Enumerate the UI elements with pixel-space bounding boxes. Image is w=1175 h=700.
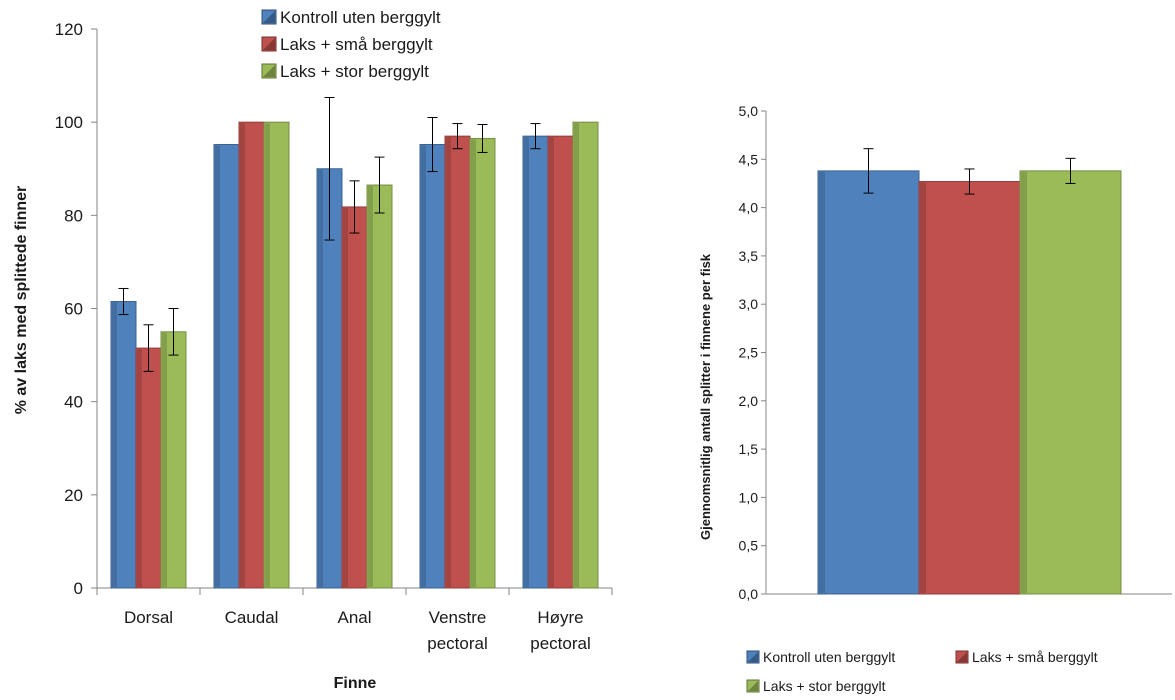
left-bar-edge [368, 186, 373, 587]
right-legend-swatch-shade [748, 652, 758, 662]
left-bar-edge [137, 349, 142, 587]
left-bar-edge [471, 139, 476, 588]
right-bar-edge [920, 182, 926, 593]
left-legend-swatch-shade [263, 11, 275, 23]
left-y-axis-title: % av laks med splittede finner [13, 186, 30, 415]
right-y-tick-label: 4,0 [739, 200, 759, 216]
left-bar-edge [421, 145, 426, 587]
left-bar-edge [343, 207, 348, 587]
right-bar-edge [819, 171, 825, 593]
right-y-tick-label: 0,0 [739, 586, 759, 602]
left-bar-edge [112, 302, 117, 587]
right-legend-label: Laks + små berggylt [972, 649, 1098, 665]
right-legend-label: Laks + stor berggylt [763, 678, 886, 694]
left-legend-swatch-shade [263, 38, 275, 50]
left-y-tick-label: 80 [64, 206, 83, 225]
left-x-tick-label: Venstre [429, 608, 487, 627]
left-legend-label: Laks + stor berggylt [280, 62, 429, 81]
left-bar-edge [215, 145, 220, 587]
right-bar [918, 181, 1021, 595]
left-x-tick-label: Anal [337, 608, 371, 627]
right-y-tick-label: 0,5 [739, 538, 759, 554]
left-legend-label: Laks + små berggylt [280, 35, 433, 54]
right-bar-edge [1021, 171, 1027, 593]
left-bar-edge [265, 123, 270, 588]
left-x-tick-label: Dorsal [124, 608, 173, 627]
right-y-tick-label: 3,0 [739, 296, 759, 312]
left-x-tick-label: pectoral [427, 634, 487, 653]
right-legend-swatch-shade [957, 652, 967, 662]
left-bar-edge [162, 332, 167, 587]
right-y-tick-label: 1,5 [739, 441, 759, 457]
right-y-tick-label: 2,5 [739, 345, 759, 361]
left-bar-edge [549, 137, 554, 587]
left-y-tick-label: 20 [64, 486, 83, 505]
right-bar [817, 170, 920, 595]
right-legend-label: Kontroll uten berggylt [763, 649, 895, 665]
left-y-tick-label: 40 [64, 393, 83, 412]
left-x-tick-label: pectoral [530, 634, 590, 653]
left-bar-edge [574, 123, 579, 588]
left-bar-edge [524, 137, 529, 587]
right-legend-swatch-shade [748, 681, 758, 691]
right-y-tick-label: 2,0 [739, 393, 759, 409]
left-bar-edge [446, 137, 451, 587]
right-y-tick-label: 1,0 [739, 489, 759, 505]
left-chart: 0 20 40 60 80 100 120 Dorsal Caudal Anal Venstre pe… [55, 8, 613, 653]
left-y-tick-label: 60 [64, 300, 83, 319]
left-legend-swatch-shade [263, 65, 275, 77]
right-y-tick-label: 3,5 [739, 248, 759, 264]
right-chart: 0,0 0,5 1,0 1,5 2,0 2,5 3,0 3,5 4,0 4,5 5,0 Kontrol… [739, 103, 1172, 694]
left-x-axis-title: Finne [334, 675, 377, 692]
left-bar-edge [318, 169, 323, 587]
right-y-tick-label: 4,5 [739, 151, 759, 167]
right-bar [1019, 170, 1122, 595]
right-y-axis-title: Gjennomsnitlig antall splitter i finnene… [698, 253, 713, 540]
left-legend-label: Kontroll uten berggylt [280, 8, 441, 27]
left-y-tick-label: 120 [55, 20, 83, 39]
left-x-tick-label: Høyre [537, 608, 583, 627]
left-bar-edge [240, 123, 245, 588]
left-x-tick-label: Caudal [225, 608, 279, 627]
left-y-tick-label: 0 [74, 579, 83, 598]
left-y-tick-label: 100 [55, 113, 83, 132]
right-y-tick-label: 5,0 [739, 103, 759, 119]
